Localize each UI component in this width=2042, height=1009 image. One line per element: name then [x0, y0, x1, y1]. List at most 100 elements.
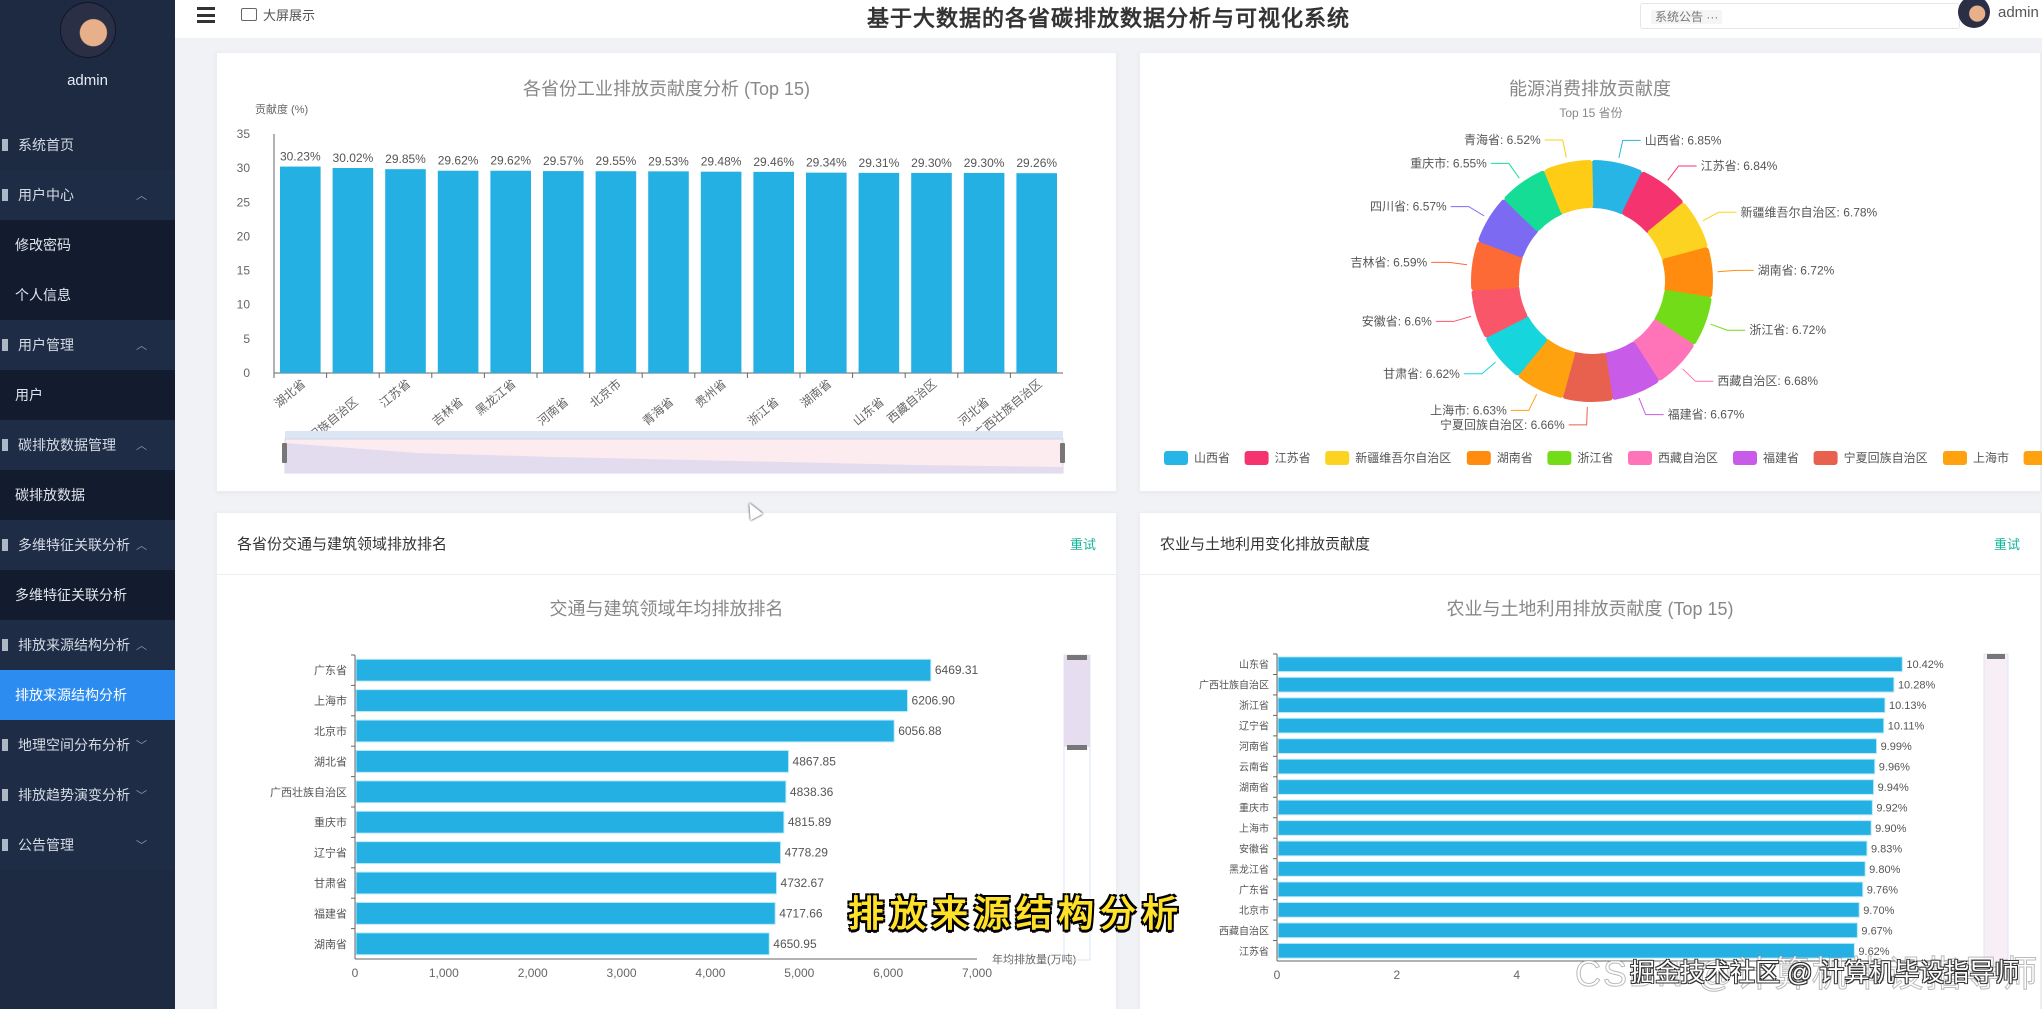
chart-industry[interactable]: 贡献度 (%)0510152025303530.23%湖北省30.02%宁夏回族… — [217, 53, 1118, 493]
svg-text:北京市: 北京市 — [587, 376, 624, 411]
svg-text:重庆市: 6.55%: 重庆市: 6.55% — [1410, 155, 1487, 170]
svg-text:30.02%: 30.02% — [333, 151, 374, 165]
sidebar-item[interactable]: 地理空间分布分析 ﹀ — [0, 720, 175, 770]
menu-icon — [2, 339, 8, 351]
legend-swatch — [1628, 451, 1652, 465]
bar — [911, 172, 952, 373]
svg-text:宁夏回族自治区: 6.66%: 宁夏回族自治区: 6.66% — [1440, 417, 1565, 432]
chevron-down-icon: ﹀ — [136, 790, 147, 802]
bar — [1277, 697, 1886, 714]
bigscreen-link[interactable]: 大屏展示 — [241, 5, 315, 24]
svg-text:河南省: 河南省 — [534, 394, 571, 429]
svg-text:辽宁省: 辽宁省 — [314, 846, 347, 860]
svg-text:宁夏回族自治区: 宁夏回族自治区 — [1844, 450, 1928, 465]
svg-text:20: 20 — [237, 229, 251, 243]
pie-slice — [1590, 160, 1642, 215]
chart-agri[interactable]: 10.42% 山东省 10.28% 广西壮族自治区 10.13% 浙江省 10.11% 辽宁省… — [1140, 513, 2042, 1009]
svg-text:广东省: 广东省 — [314, 664, 347, 677]
svg-text:年均排放量(万吨): 年均排放量(万吨) — [992, 952, 1076, 966]
sidebar-subitem[interactable]: 修改密码 — [0, 220, 175, 270]
bar — [355, 810, 785, 834]
sidebar-subitem[interactable]: 碳排放数据 — [0, 470, 175, 520]
bar — [1016, 173, 1057, 373]
menu-icon — [2, 839, 8, 851]
bar — [858, 172, 900, 373]
sidebar-item[interactable]: 多维特征关联分析 ︿ — [0, 520, 175, 570]
sidebar-subitem[interactable]: 用户 — [0, 370, 175, 420]
pie-slice — [1471, 285, 1528, 338]
panel-header: 农业与土地利用变化排放贡献度 重试 — [1140, 513, 2040, 575]
svg-text:6056.88: 6056.88 — [898, 724, 942, 738]
svg-text:29.26%: 29.26% — [1016, 156, 1057, 170]
svg-text:0: 0 — [352, 966, 359, 980]
bar — [648, 171, 689, 373]
svg-text:10.13%: 10.13% — [1889, 700, 1927, 712]
top-avatar[interactable] — [1958, 0, 1990, 28]
retry-button[interactable]: 重试 — [1993, 537, 2020, 552]
chart-transport[interactable]: 6469.31 广东省 6206.90 上海市 6056.88 北京市 4867.85 湖北省… — [217, 513, 1118, 1009]
bar — [1277, 656, 1903, 673]
svg-text:上海市: 6.63%: 上海市: 6.63% — [1430, 402, 1507, 417]
sidebar-item[interactable]: 系统首页 — [0, 120, 175, 170]
svg-text:河南省: 河南省 — [1239, 740, 1269, 753]
svg-text:贵州省: 贵州省 — [692, 377, 729, 411]
sidebar-item[interactable]: 排放趋势演变分析 ﹀ — [0, 770, 175, 820]
svg-text:北京市: 北京市 — [1239, 904, 1269, 917]
svg-text:西藏自治区: 西藏自治区 — [884, 377, 939, 426]
sidebar-subitem[interactable]: 排放来源结构分析 — [0, 670, 175, 720]
menu-icon — [2, 639, 8, 651]
svg-text:西藏自治区: 西藏自治区 — [1658, 451, 1718, 465]
menu-icon — [2, 189, 8, 201]
watermark-fg: 掘金技术社区 @ 计算机毕设指导师 — [1630, 959, 2020, 987]
svg-text:江苏省: 江苏省 — [1239, 945, 1269, 958]
svg-text:福建省: 福建省 — [1763, 450, 1799, 465]
svg-text:浙江省: 浙江省 — [1239, 699, 1269, 712]
svg-text:山西省: 山西省 — [1194, 451, 1230, 465]
svg-text:30.23%: 30.23% — [280, 150, 321, 164]
svg-text:9.94%: 9.94% — [1878, 782, 1909, 794]
bar — [1277, 738, 1878, 754]
bar — [806, 172, 847, 373]
svg-text:湖南省: 湖南省 — [1497, 450, 1533, 465]
svg-text:浙江省: 浙江省 — [745, 395, 782, 429]
bar — [1277, 840, 1868, 857]
top-username[interactable]: admin — [1998, 4, 2039, 21]
svg-text:吉林省: 6.59%: 吉林省: 6.59% — [1351, 255, 1428, 269]
notice-marquee[interactable]: 系统公告 ··· — [1640, 3, 1960, 29]
sidebar-user: admin — [0, 0, 175, 120]
legend-swatch — [1325, 451, 1350, 465]
svg-text:29.55%: 29.55% — [596, 154, 637, 168]
sidebar-subitem[interactable]: 个人信息 — [0, 270, 175, 320]
sidebar-item[interactable]: 用户中心 ︿ — [0, 170, 175, 220]
svg-text:西藏自治区: 西藏自治区 — [1219, 924, 1269, 937]
menu-toggle-icon[interactable] — [197, 7, 215, 23]
panel-header: 各省份交通与建筑领域排放排名 重试 — [217, 513, 1116, 575]
bar — [355, 749, 790, 773]
sidebar-item-label: 碳排放数据管理 — [18, 437, 116, 453]
panel-industry: 各省份工业排放贡献度分析 (Top 15) 贡献度 (%) 0 5 10 15 20 25 3… — [216, 52, 1117, 492]
retry-button[interactable]: 重试 — [1069, 537, 1096, 552]
sidebar-subitem[interactable]: 多维特征关联分析 — [0, 570, 175, 620]
topbar: 大屏展示 基于大数据的各省碳排放数据分析与可视化系统 系统公告 ··· admi… — [175, 0, 2042, 38]
bar — [355, 871, 778, 895]
sidebar-item[interactable]: 碳排放数据管理 ︿ — [0, 420, 175, 470]
svg-text:25: 25 — [237, 195, 251, 209]
bar — [753, 171, 794, 373]
svg-text:10: 10 — [237, 298, 251, 312]
bar — [700, 171, 742, 373]
svg-text:7,000: 7,000 — [962, 966, 992, 980]
panel-header-title: 各省份交通与建筑领域排放排名 — [237, 536, 448, 553]
bar — [355, 719, 895, 743]
sidebar-item[interactable]: 公告管理 ﹀ — [0, 820, 175, 870]
svg-text:9.83%: 9.83% — [1871, 843, 1902, 855]
bar — [355, 780, 787, 804]
avatar[interactable] — [59, 2, 116, 58]
sidebar-item[interactable]: 排放来源结构分析 ︿ — [0, 620, 175, 670]
bar — [1277, 717, 1885, 734]
bar — [595, 171, 637, 373]
menu-icon — [2, 739, 8, 751]
slider-handle-right — [1060, 443, 1065, 463]
sidebar-item[interactable]: 用户管理 ︿ — [0, 320, 175, 370]
pie-slice — [1622, 171, 1683, 234]
